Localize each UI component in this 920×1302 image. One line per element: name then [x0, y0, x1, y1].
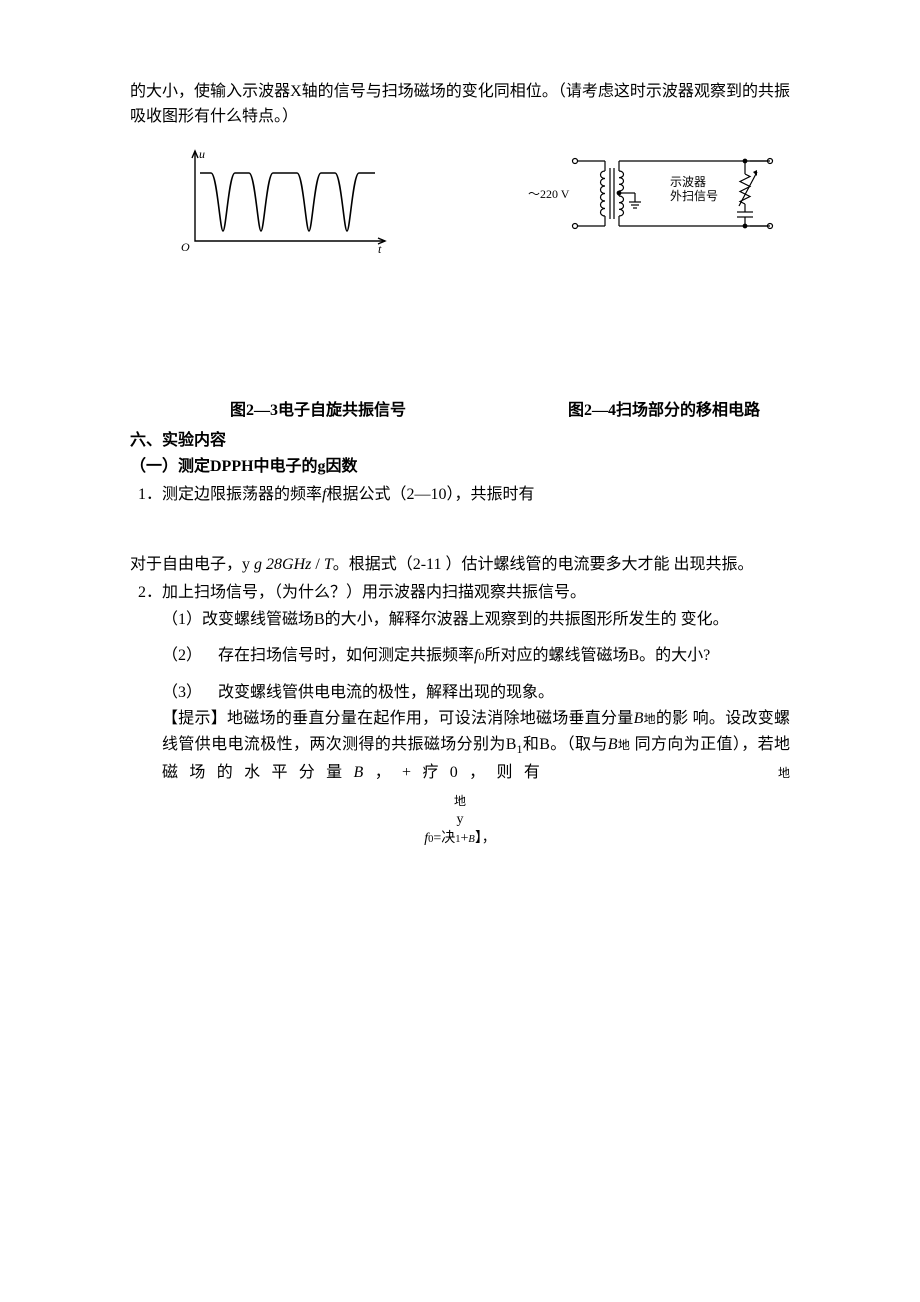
- section-6-title: 六、实验内容: [130, 426, 790, 450]
- intro-paragraph: 的大小，使输入示波器X轴的信号与扫场磁场的变化同相位。（请考虑这时示波器观察到的…: [130, 80, 790, 130]
- item-2-1: （1）改变螺线管磁场B的大小，解释尔波器上观察到的共振图形所发生的 变化。: [130, 607, 790, 633]
- item-2-3-num: （3）: [162, 684, 202, 701]
- hint-sub-earth-tail: 地: [767, 766, 790, 780]
- hint-B1: B: [634, 710, 644, 727]
- item-2: 2．加上扫场信号，（为什么？）用示波器内扫描观察共振信号。: [130, 580, 790, 606]
- svg-text:～220 V: ～220 V: [528, 187, 570, 201]
- equation-block: 地 y f0=决1+B】，: [130, 793, 790, 849]
- hint-B1-sub: 地: [643, 712, 656, 726]
- caption-fig-2-3: 图2—3电子自旋共振信号: [230, 396, 406, 420]
- item-2-2-text1: 存在扫场信号时，如何测定共振频率: [218, 647, 474, 664]
- free-e-g: g: [254, 556, 262, 573]
- eq-eq: =决: [433, 831, 455, 846]
- svg-text:O: O: [181, 240, 190, 254]
- free-electron-para: 对于自由电子，y g 28GHz / T。根据式（2-11 ）估计螺线管的电流要…: [130, 550, 790, 580]
- hint-para: 【提示】地磁场的垂直分量在起作用，可设法消除地磁场垂直分量B地的影 响。设改变螺…: [130, 706, 790, 787]
- figure-2-4: ～220 V 示波器外扫信号: [520, 146, 780, 246]
- item-1-suffix: 根据公式（2—10），共振时有: [326, 486, 534, 503]
- hint-B3: B: [354, 764, 364, 781]
- free-e-sep: /: [311, 556, 323, 573]
- eq-sub-above: 地: [130, 793, 790, 810]
- svg-text:u: u: [199, 147, 205, 161]
- item-2-2-text2: 所对应的螺线管磁场B。的大小?: [484, 647, 710, 664]
- hint-d: ，+疗0，则有: [363, 764, 551, 781]
- captions-row: 图2—3电子自旋共振信号 图2—4扫场部分的移相电路: [130, 396, 790, 420]
- svg-text:t: t: [378, 242, 382, 256]
- subsection-6-1-title: （一）测定DPPH中电子的g因数: [130, 452, 790, 476]
- eq-tail: 】，: [475, 831, 496, 846]
- item-2-2-num: （2）: [162, 647, 202, 664]
- hint-b2: 和B。（取与: [522, 736, 607, 753]
- caption-fig-2-4: 图2—4扫场部分的移相电路: [568, 396, 760, 420]
- eq-line1: y: [130, 810, 790, 830]
- figure-2-3: u t O: [170, 146, 390, 256]
- item-2-3-text: 改变螺线管供电电流的极性，解释出现的现象。: [218, 684, 554, 701]
- item-2-3: （3） 改变螺线管供电电流的极性，解释出现的现象。: [130, 680, 790, 706]
- item-1-prefix: 1．测定边限振荡器的频率: [138, 486, 322, 503]
- svg-text:外扫信号: 外扫信号: [670, 189, 718, 203]
- eq-line2: f0=决1+B】，: [130, 829, 790, 849]
- item-2-2: （2） 存在扫场信号时，如何测定共振频率f0所对应的螺线管磁场B。的大小?: [130, 643, 790, 669]
- item-1: 1．测定边限振荡器的频率f根据公式（2—10），共振时有: [130, 482, 790, 508]
- circuit-diagram: ～220 V 示波器外扫信号: [520, 146, 780, 246]
- free-e-T: T: [324, 556, 333, 573]
- signal-plot: u t O: [170, 146, 390, 256]
- hint-B2: B: [608, 736, 618, 753]
- hint-B2-sub: 地: [618, 738, 631, 752]
- hint-a: 【提示】地磁场的垂直分量在起作用，可设法消除地磁场垂直分量: [162, 710, 634, 727]
- free-e-val: 28GHz: [262, 556, 311, 573]
- free-e-suffix: 。根据式（2-11 ）估计螺线管的电流要多大才能 出现共振。: [333, 556, 754, 573]
- svg-text:示波器: 示波器: [670, 175, 706, 189]
- free-e-prefix: 对于自由电子，y: [130, 556, 254, 573]
- figures-row: u t O ～220 V 示波器外扫信号: [130, 146, 790, 256]
